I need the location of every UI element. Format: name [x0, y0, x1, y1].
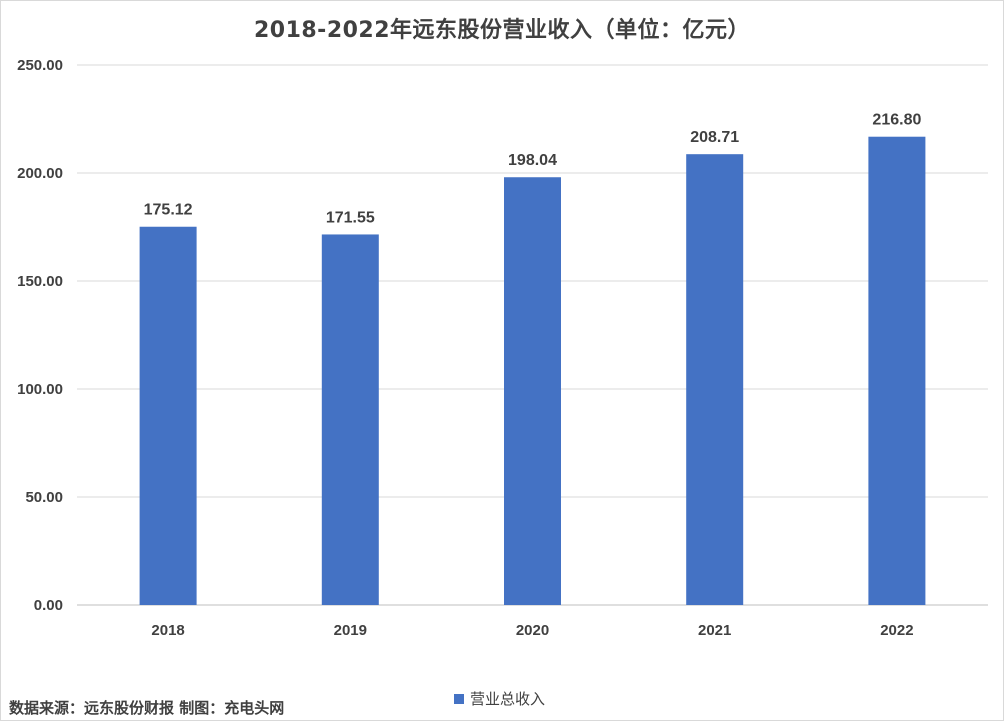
y-tick-label: 0.00 — [34, 597, 63, 614]
data-label: 216.80 — [872, 112, 921, 129]
x-tick-label: 2020 — [516, 622, 549, 639]
data-label: 171.55 — [326, 209, 375, 226]
data-label: 198.04 — [508, 152, 557, 169]
x-axis-tick-labels: 2018 2019 2020 2021 2022 — [151, 622, 913, 639]
bar — [504, 177, 561, 606]
y-tick-label: 200.00 — [17, 165, 63, 182]
y-tick-label: 50.00 — [25, 489, 63, 506]
data-label: 175.12 — [144, 202, 193, 219]
x-tick-label: 2019 — [334, 622, 367, 639]
bar — [686, 154, 744, 605]
chart-title: 2018-2022年远东股份营业收入（单位：亿元） — [253, 18, 751, 43]
bar — [868, 136, 926, 605]
legend-label: 营业总收入 — [470, 690, 546, 708]
y-axis-tick-labels: 0.00 50.00 100.00 150.00 200.00 250.00 — [17, 57, 63, 614]
data-labels: 175.12 171.55 198.04 208.71 216.80 — [144, 112, 922, 227]
source-note: 数据来源：远东股份财报 制图：充电头网 — [9, 699, 285, 717]
x-tick-label: 2021 — [698, 622, 731, 639]
gridlines — [77, 64, 988, 606]
legend: 营业总收入 — [454, 688, 545, 709]
y-tick-label: 250.00 — [17, 57, 63, 74]
bar — [321, 234, 379, 605]
y-tick-label: 150.00 — [17, 273, 63, 290]
bars — [139, 136, 926, 606]
x-tick-label: 2018 — [151, 622, 184, 639]
y-tick-label: 100.00 — [17, 381, 63, 398]
x-tick-label: 2022 — [880, 622, 913, 639]
legend-swatch — [454, 693, 464, 704]
bar — [139, 226, 197, 606]
data-label: 208.71 — [690, 129, 739, 146]
